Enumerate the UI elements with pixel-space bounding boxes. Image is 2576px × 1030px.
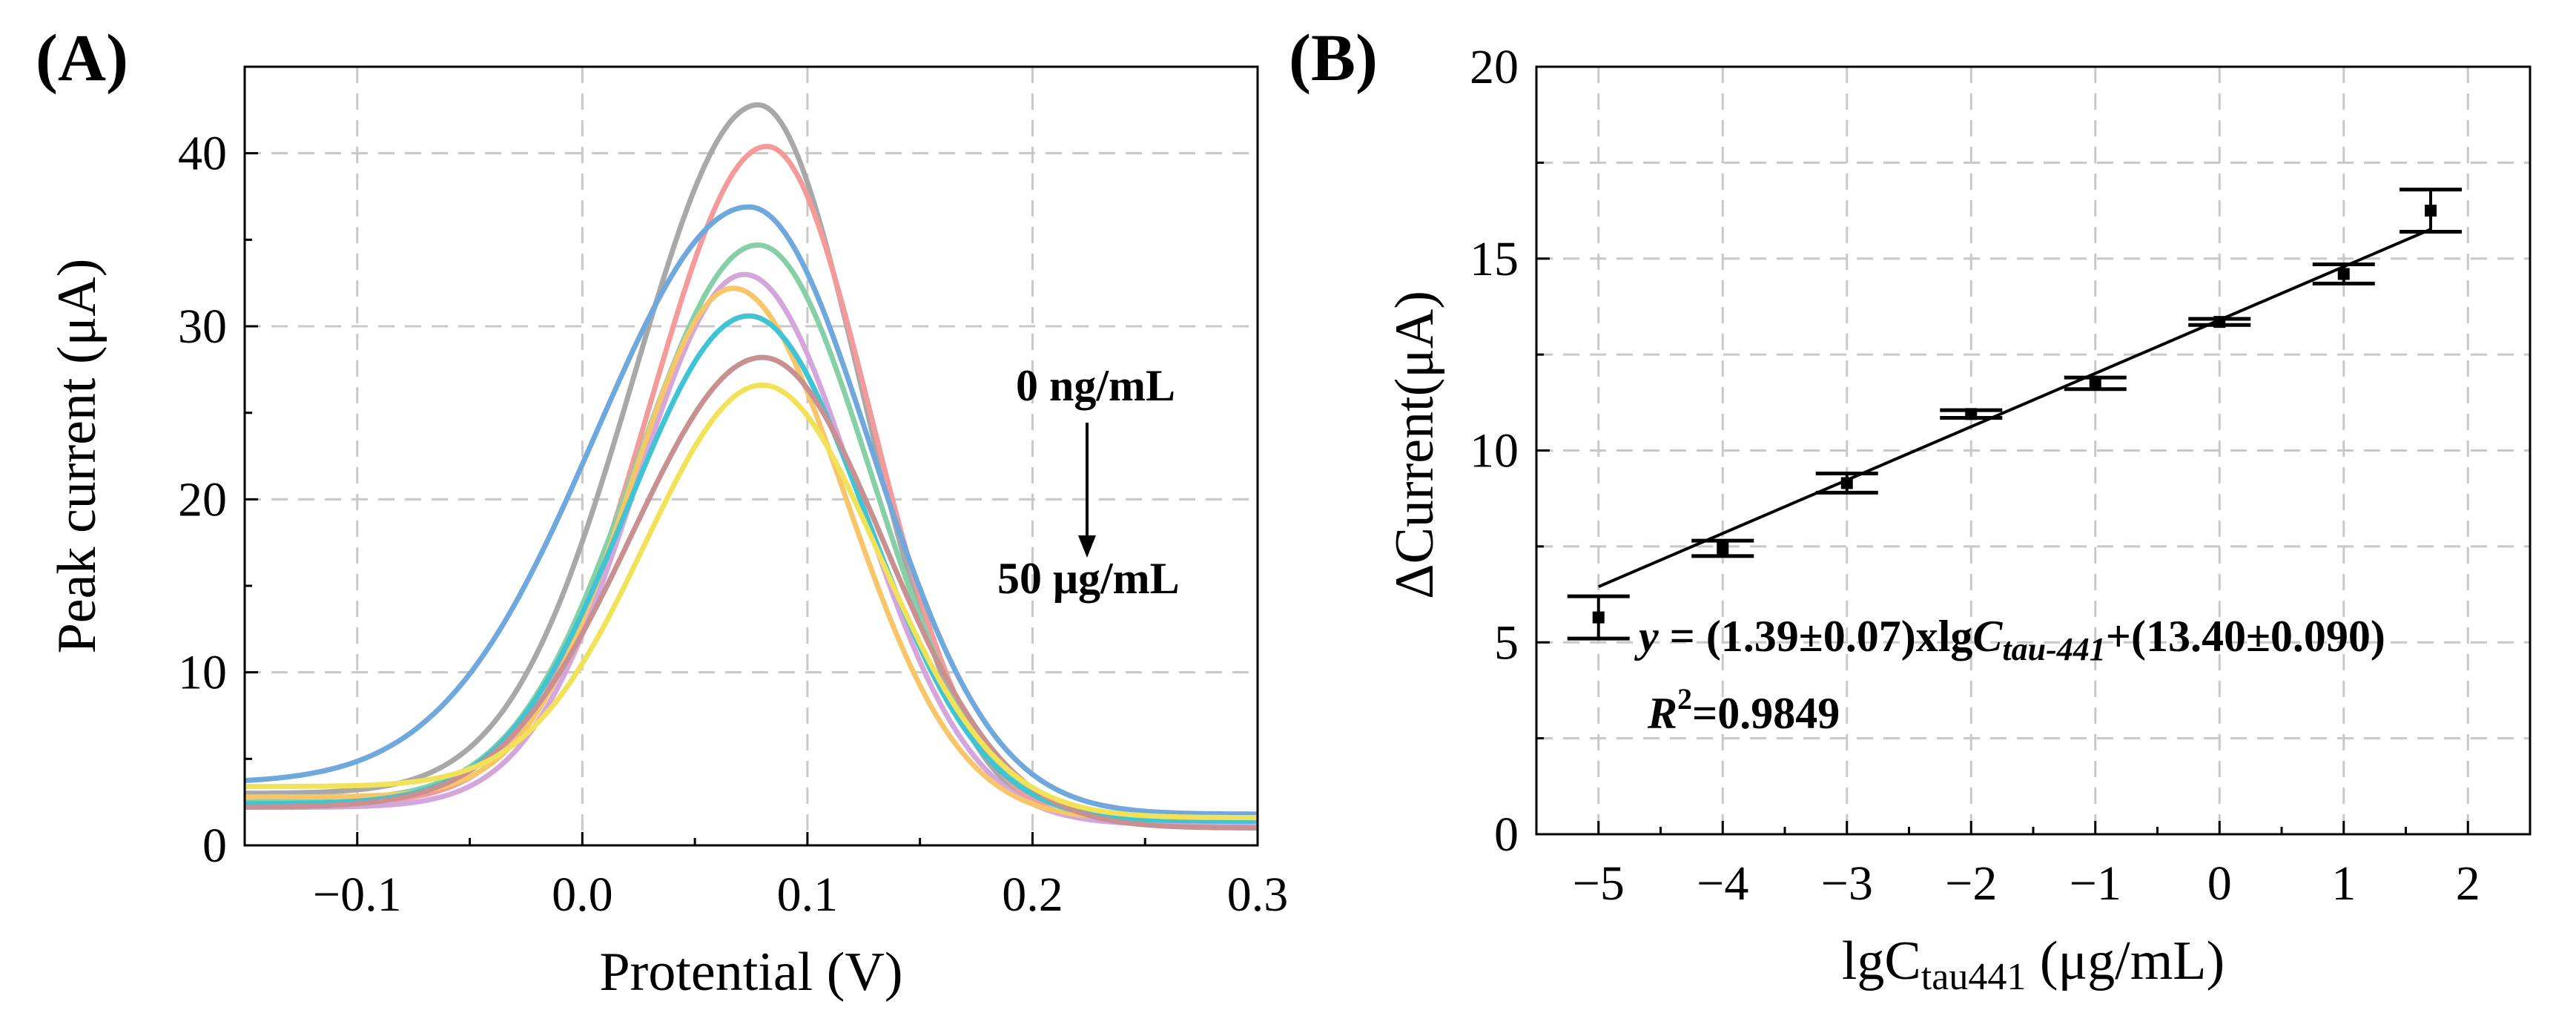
equation-y: y [1634, 612, 1659, 661]
panel-a: (A) −0.1 0.0 0.1 0.2 0.3 0 10 20 30 40 Protentia… [36, 22, 1288, 1003]
data-point [2312, 263, 2375, 285]
panel-a-y-tick-label: 20 [178, 472, 227, 526]
panel-b-grid [1536, 67, 2530, 834]
data-point [1567, 594, 1630, 641]
panel-b-y-tick-label: 20 [1470, 40, 1519, 94]
panel-a-y-axis-title: Peak current (μA) [47, 259, 108, 654]
panel-b-y-tick-label: 10 [1470, 424, 1519, 478]
panel-a-y-tick-label: 0 [202, 819, 227, 873]
x-title-main: lgC [1842, 931, 1921, 991]
point-marker [2425, 205, 2437, 217]
curve-c8 [245, 354, 1258, 831]
curve-c3 [244, 204, 1258, 817]
x-title-unit: (μg/mL) [2026, 931, 2225, 991]
panel-b-y-tick-label: 0 [1494, 808, 1519, 862]
panel-b-x-tick-label: −3 [1821, 856, 1873, 911]
data-point [2400, 188, 2462, 234]
panel-b-y-tick-label: 5 [1494, 615, 1519, 670]
r-squared: R2=0.9849 [1647, 682, 1840, 738]
panel-b-y-tick-labels: 0 5 10 15 20 [1470, 40, 1519, 862]
panel-b-x-tick-label: 2 [2456, 856, 2480, 911]
equation-c: C [1972, 612, 2003, 661]
panel-b-x-axis-title: lgCtau441 (μg/mL) [1842, 931, 2225, 998]
point-marker [2089, 377, 2101, 389]
panel-a-x-tick-label: 0.1 [777, 868, 839, 922]
panel-a-y-tick-label: 30 [178, 300, 227, 354]
panel-a-y-tick-label: 40 [178, 127, 227, 181]
panel-b-fit-line [1597, 228, 2431, 589]
panel-a-label: (A) [36, 22, 128, 95]
annotation-bottom-concentration: 50 μg/mL [997, 554, 1180, 603]
equation-subscript: tau-441 [2002, 631, 2105, 667]
panel-b-x-tick-label: 0 [2207, 856, 2232, 911]
panel-b-y-axis-title: ΔCurrent(μA) [1384, 291, 1445, 599]
panel-a-x-axis-title: Protential (V) [600, 942, 903, 1003]
panel-a-frame [243, 65, 1259, 847]
panel-a-y-tick-label: 10 [178, 646, 227, 700]
x-title-subscript: tau441 [1921, 956, 2027, 998]
panel-b-ticks [1535, 65, 2532, 836]
panel-b-y-tick-label: 15 [1470, 232, 1519, 286]
panel-a-x-tick-label: 0.3 [1227, 868, 1289, 922]
point-marker [2213, 316, 2226, 329]
data-point [2188, 316, 2251, 329]
point-marker [1965, 408, 1978, 420]
annotation-top-concentration: 0 ng/mL [1016, 361, 1175, 410]
panel-b: (B) −5 −4 −3 −2 −1 0 1 2 0 5 10 15 20 lgCtau441 (μg… [1289, 22, 2532, 998]
curve-c5 [244, 271, 1258, 828]
r-squared-r: R [1647, 689, 1677, 738]
panel-b-x-tick-label: 1 [2331, 856, 2356, 911]
r-squared-value: =0.9849 [1692, 689, 1840, 738]
panel-a-y-tick-labels: 0 10 20 30 40 [178, 127, 227, 873]
data-point [1815, 472, 1878, 495]
fit-equation: y = (1.39±0.07)xlgCtau-441+(13.40±0.090) [1634, 612, 2385, 667]
panel-b-x-tick-label: −5 [1573, 856, 1625, 911]
panel-b-x-tick-label: −2 [1945, 856, 1997, 911]
data-point [1940, 408, 2003, 420]
data-point [1691, 538, 1754, 558]
panel-a-x-tick-label: −0.1 [313, 868, 402, 922]
panel-a-x-tick-label: 0.2 [1002, 868, 1063, 922]
panel-a-ticks [245, 152, 1259, 847]
panel-b-points [1567, 188, 2462, 641]
annotation-arrow-head [1078, 535, 1096, 558]
panel-b-label: (B) [1289, 22, 1378, 95]
panel-b-x-tick-labels: −5 −4 −3 −2 −1 0 1 2 [1573, 856, 2480, 911]
r-squared-sup: 2 [1677, 682, 1692, 716]
panel-a-x-tick-labels: −0.1 0.0 0.1 0.2 0.3 [313, 868, 1288, 922]
point-marker [1840, 477, 1853, 489]
curve-c4 [245, 242, 1258, 824]
equation-part2: +(13.40±0.090) [2106, 612, 2385, 661]
point-marker [2337, 268, 2350, 280]
panel-b-x-tick-label: −4 [1697, 856, 1748, 911]
panel-a-x-tick-label: 0.0 [552, 868, 613, 922]
data-point [2064, 375, 2127, 392]
point-marker [1592, 611, 1605, 624]
panel-b-x-tick-label: −1 [2070, 856, 2121, 911]
point-marker [1717, 542, 1729, 555]
equation-part1: = (1.39±0.07)xlg [1659, 612, 1973, 661]
panel-a-grid [245, 67, 1258, 845]
curve-0-ng-mL [245, 102, 1258, 826]
curve-50-g-mL [245, 382, 1258, 821]
panel-a-curves [244, 102, 1258, 831]
